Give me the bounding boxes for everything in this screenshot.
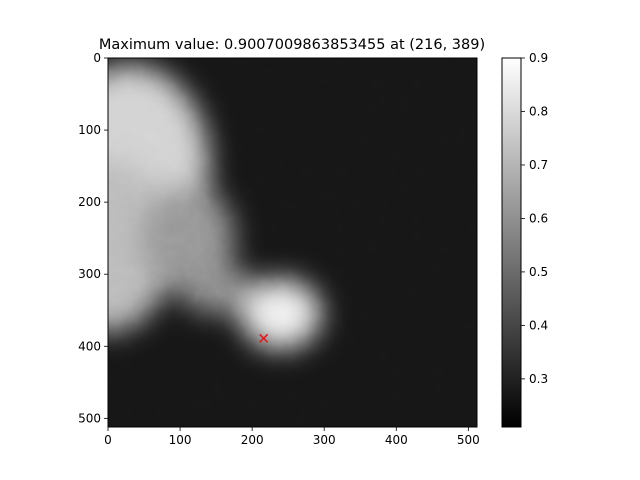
x-tick-label: 0 [104, 433, 112, 447]
x-axis: 0 100 200 300 400 500 [104, 427, 480, 447]
colorbar-tick-label: 0.8 [529, 104, 548, 118]
colorbar-tick-label: 0.9 [529, 51, 548, 65]
x-tick-label: 500 [457, 433, 480, 447]
colorbar-tick-label: 0.7 [529, 158, 548, 172]
max-marker-stroke-2 [259, 333, 269, 343]
x-tick-label: 100 [169, 433, 192, 447]
colorbar [501, 57, 522, 428]
colorbar-tick-label: 0.6 [529, 211, 548, 225]
x-tick-label: 300 [313, 433, 336, 447]
y-tick-label: 200 [78, 195, 101, 209]
chart-title: Maximum value: 0.9007009863853455 at (21… [99, 37, 485, 53]
x-tick-label: 400 [385, 433, 408, 447]
colorbar-tick-label: 0.3 [529, 372, 548, 386]
heatmap-noise [108, 58, 477, 427]
y-tick-label: 500 [78, 411, 101, 425]
plot-frame [107, 57, 478, 428]
max-value-marker [259, 333, 269, 343]
y-tick-label: 100 [78, 123, 101, 137]
y-tick-label: 400 [78, 339, 101, 353]
colorbar-tick-label: 0.5 [529, 265, 548, 279]
y-tick-label: 0 [93, 51, 101, 65]
x-tick-label: 200 [241, 433, 264, 447]
colorbar-axis: 0.3 0.4 0.5 0.6 0.7 0.8 0.9 [521, 51, 548, 386]
y-tick-label: 300 [78, 267, 101, 281]
y-axis: 0 100 200 300 400 500 [78, 51, 108, 425]
heatmap-area [108, 58, 477, 427]
colorbar-tick-label: 0.4 [529, 318, 548, 332]
